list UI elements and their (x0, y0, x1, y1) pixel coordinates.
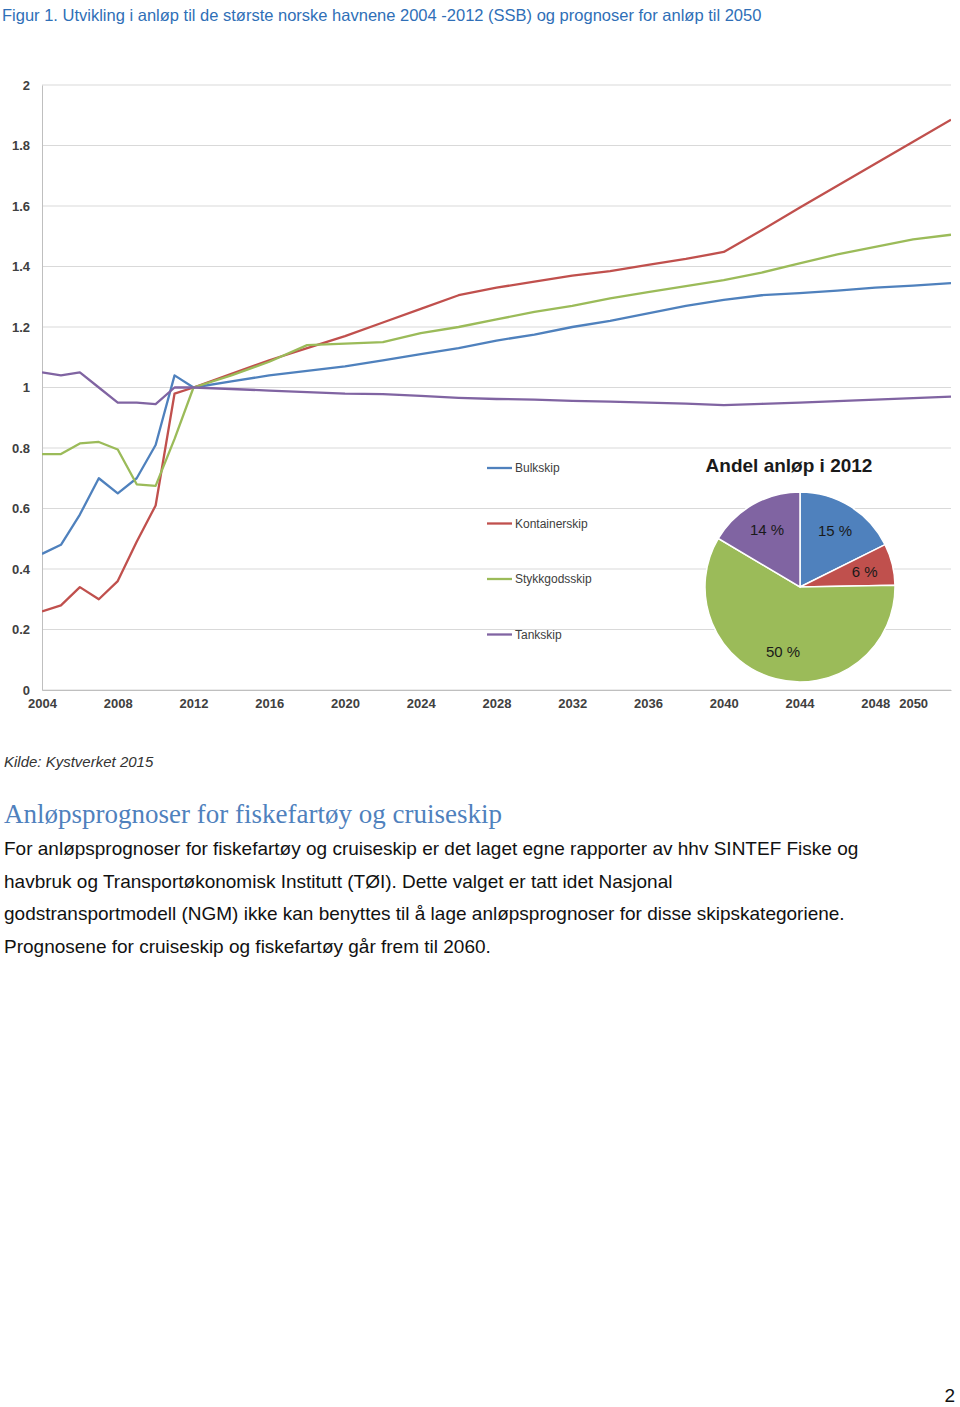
x-tick: 2040 (710, 690, 739, 711)
x-tick-label: 2012 (180, 696, 209, 711)
plot-area (42, 120, 951, 612)
legend-swatch (487, 522, 512, 524)
y-tick: 0.2 (12, 622, 42, 637)
y-axis-line (42, 86, 43, 691)
y-tick-label: 1.4 (12, 259, 31, 274)
y-tick-label: 0.4 (12, 562, 31, 577)
x-tick-label: 2044 (786, 696, 816, 711)
y-tick-label: 1.8 (12, 138, 30, 153)
y-tick: 1.6 (12, 199, 42, 214)
page: Figur 1. Utvikling i anløp til de størst… (0, 0, 960, 1407)
x-tick: 2012 (180, 690, 209, 711)
y-tick: 0.6 (12, 501, 42, 516)
x-tick-label: 2036 (634, 696, 663, 711)
y-tick-label: 1 (23, 380, 30, 395)
legend-swatch (487, 578, 512, 580)
grid-line (42, 266, 951, 267)
y-tick: 1.8 (12, 138, 42, 153)
x-tick: 2044 (786, 690, 816, 711)
paragraph-line: godstransportmodell (NGM) ikke kan benyt… (4, 903, 845, 924)
grid (42, 85, 951, 690)
y-axis: 0 0.2 0.4 0.6 0.8 1 1.2 1.4 1.6 1.8 2 (12, 78, 43, 698)
x-tick-label: 2008 (104, 696, 133, 711)
x-tick: 2016 (255, 690, 284, 711)
grid-line (42, 690, 951, 691)
grid-line (42, 85, 951, 86)
y-tick-label: 1.6 (12, 199, 30, 214)
x-tick-label: 2048 (861, 696, 890, 711)
y-tick: 0.4 (12, 562, 42, 577)
pie-slice (718, 492, 800, 587)
y-tick: 1 (23, 380, 42, 395)
y-tick: 0.8 (12, 441, 42, 456)
pie-label: 14 % (750, 521, 784, 538)
y-tick-label: 0.6 (12, 501, 30, 516)
y-tick-label: 2 (23, 78, 30, 93)
x-tick: 2004 (28, 690, 58, 711)
x-tick: 2020 (331, 690, 360, 711)
y-tick: 0 (23, 683, 42, 698)
x-tick-label: 2050 (899, 696, 928, 711)
y-tick-label: 1.2 (12, 320, 30, 335)
paragraph-line: havbruk og Transportøkonomisk Institutt … (4, 871, 672, 892)
page-background (0, 0, 960, 1407)
y-tick-label: 0 (23, 683, 30, 698)
series-line (42, 235, 951, 486)
x-tick-label: 2028 (483, 696, 512, 711)
y-tick: 1.2 (12, 320, 42, 335)
legend: Bulkskip Kontainerskip Stykkgodsskip Tanksk… (487, 461, 592, 642)
legend-label: Tankskip (515, 628, 562, 642)
x-tick: 2032 (558, 690, 587, 711)
x-tick: 2048 (861, 690, 890, 711)
series-line (42, 120, 951, 612)
grid-line (42, 145, 951, 146)
legend-swatch (487, 467, 512, 469)
paragraph-line: For anløpsprognoser for fiskefartøy og c… (4, 838, 858, 859)
x-tick-label: 2032 (558, 696, 587, 711)
x-tick-label: 2016 (255, 696, 284, 711)
source: Kilde: Kystverket 2015 (4, 753, 154, 770)
page-number: 2 (944, 1385, 955, 1406)
pie-label: 6 % (852, 563, 878, 580)
grid-line (42, 327, 951, 328)
x-tick: 2036 (634, 690, 663, 711)
grid-line (42, 206, 951, 207)
series-line (42, 372, 951, 405)
x-tick-label: 2020 (331, 696, 360, 711)
pie-slice (800, 545, 895, 587)
x-tick-label: 2024 (407, 696, 437, 711)
x-tick: 2028 (483, 690, 512, 711)
x-axis-line (43, 690, 952, 691)
legend-label: Stykkgodsskip (515, 572, 592, 586)
x-tick: 2008 (104, 690, 133, 711)
legend-label: Bulkskip (515, 461, 560, 475)
legend-label: Kontainerskip (515, 517, 588, 531)
figure-caption: Figur 1. Utvikling i anløp til de størst… (2, 6, 761, 24)
x-tick: 2050 (899, 690, 928, 711)
heading: Anløpsprognoser for fiskefartøy og cruis… (4, 799, 502, 829)
x-tick-label: 2004 (28, 696, 58, 711)
paragraph-line: Prognosene for cruiseskip og fiskefartøy… (4, 936, 491, 957)
x-tick-label: 2040 (710, 696, 739, 711)
y-tick-label: 0.8 (12, 441, 30, 456)
pie: 15 % 6 % 50 % 14 % (705, 492, 895, 682)
pie-label: 50 % (766, 643, 800, 660)
x-tick: 2024 (407, 690, 437, 711)
legend-swatch (487, 633, 512, 635)
pie-title: Andel anløp i 2012 (706, 455, 873, 476)
y-tick-label: 0.2 (12, 622, 30, 637)
grid-line (42, 448, 951, 449)
y-tick: 1.4 (12, 259, 42, 274)
pie-label: 15 % (818, 522, 852, 539)
y-tick: 2 (23, 78, 42, 93)
x-axis: 2004 2008 2012 2016 2020 2024 2028 2032 2036 2040… (28, 690, 951, 711)
